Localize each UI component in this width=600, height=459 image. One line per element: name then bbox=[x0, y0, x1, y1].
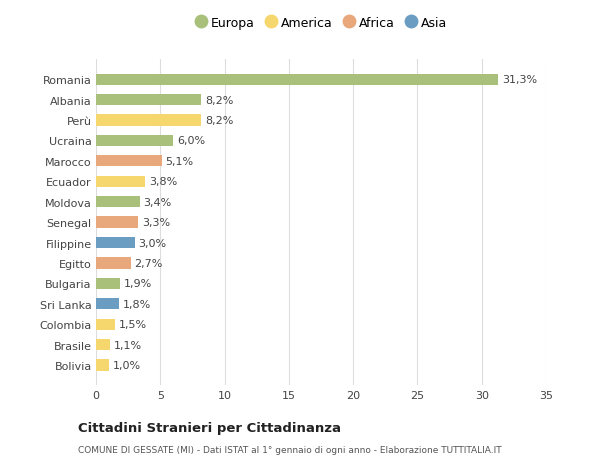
Bar bbox=[96, 95, 202, 106]
Bar bbox=[96, 115, 202, 126]
Text: 31,3%: 31,3% bbox=[502, 75, 538, 85]
Bar bbox=[96, 339, 110, 350]
Text: 1,5%: 1,5% bbox=[119, 319, 147, 330]
Text: 1,8%: 1,8% bbox=[123, 299, 151, 309]
Text: 3,8%: 3,8% bbox=[149, 177, 177, 187]
Bar bbox=[96, 359, 109, 371]
Text: 3,3%: 3,3% bbox=[142, 218, 170, 228]
Text: 8,2%: 8,2% bbox=[205, 116, 233, 126]
Text: COMUNE DI GESSATE (MI) - Dati ISTAT al 1° gennaio di ogni anno - Elaborazione TU: COMUNE DI GESSATE (MI) - Dati ISTAT al 1… bbox=[78, 445, 502, 454]
Text: 1,9%: 1,9% bbox=[124, 279, 152, 289]
Bar bbox=[96, 196, 140, 208]
Text: 6,0%: 6,0% bbox=[177, 136, 205, 146]
Bar bbox=[96, 135, 173, 147]
Text: 1,0%: 1,0% bbox=[113, 360, 141, 370]
Text: 3,0%: 3,0% bbox=[139, 238, 167, 248]
Text: 8,2%: 8,2% bbox=[205, 95, 233, 106]
Bar bbox=[96, 237, 134, 249]
Bar bbox=[96, 319, 115, 330]
Bar bbox=[96, 217, 139, 228]
Legend: Europa, America, Africa, Asia: Europa, America, Africa, Asia bbox=[194, 17, 448, 30]
Text: 5,1%: 5,1% bbox=[166, 157, 194, 167]
Text: Cittadini Stranieri per Cittadinanza: Cittadini Stranieri per Cittadinanza bbox=[78, 421, 341, 434]
Bar bbox=[96, 298, 119, 310]
Text: 3,4%: 3,4% bbox=[143, 197, 172, 207]
Bar bbox=[96, 74, 499, 86]
Bar bbox=[96, 278, 121, 289]
Text: 2,7%: 2,7% bbox=[134, 258, 163, 269]
Bar bbox=[96, 156, 161, 167]
Bar bbox=[96, 258, 131, 269]
Text: 1,1%: 1,1% bbox=[114, 340, 142, 350]
Bar bbox=[96, 176, 145, 187]
